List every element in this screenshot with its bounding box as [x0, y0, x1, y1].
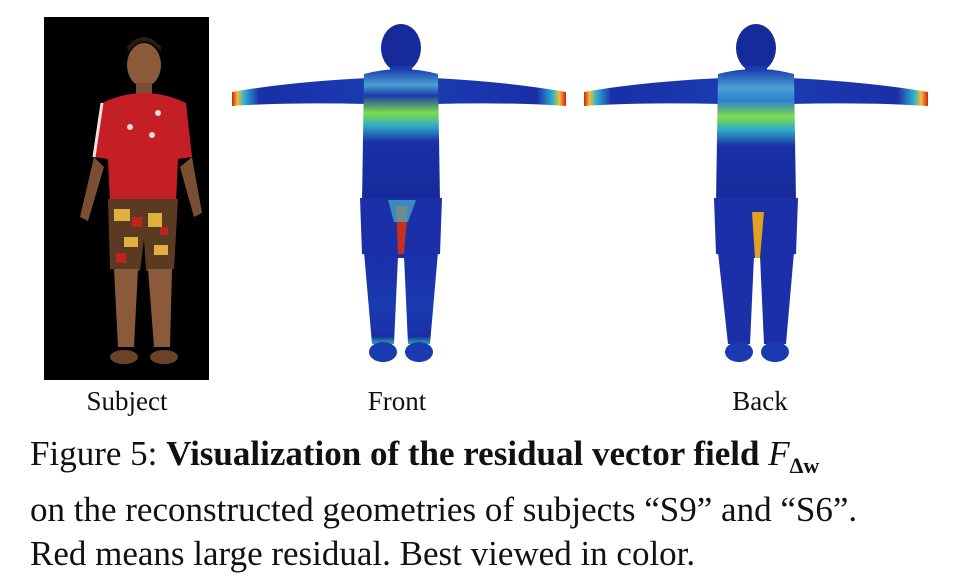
front-residual-body: [228, 22, 570, 374]
back-residual-body: [580, 22, 932, 374]
front-label: Front: [367, 386, 427, 416]
subject-photo: [44, 17, 209, 380]
caption-line2: on the reconstructed geometries of subje…: [30, 490, 858, 529]
back-label: Back: [732, 386, 788, 416]
figure-caption: Figure 5: Visualization of the residual …: [30, 432, 960, 576]
caption-symbol: FΔw: [768, 434, 820, 478]
caption-prefix: Figure 5:: [30, 434, 158, 473]
caption-line3: Red means large residual. Best viewed in…: [30, 534, 696, 573]
subject-label: Subject: [86, 386, 168, 416]
caption-bold: Visualization of the residual vector fie…: [166, 434, 760, 473]
